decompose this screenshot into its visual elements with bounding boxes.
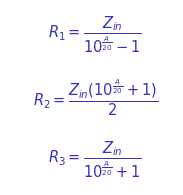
- Text: $R_2 = \dfrac{Z_{in}(10^{\frac{A}{20}}+1)}{2}$: $R_2 = \dfrac{Z_{in}(10^{\frac{A}{20}}+1…: [33, 77, 158, 118]
- Text: $R_1 = \dfrac{Z_{in}}{10^{\frac{A}{20}}-1}$: $R_1 = \dfrac{Z_{in}}{10^{\frac{A}{20}}-…: [48, 15, 142, 55]
- Text: $R_3 = \dfrac{Z_{in}}{10^{\frac{A}{20}}+1}$: $R_3 = \dfrac{Z_{in}}{10^{\frac{A}{20}}+…: [48, 140, 142, 180]
